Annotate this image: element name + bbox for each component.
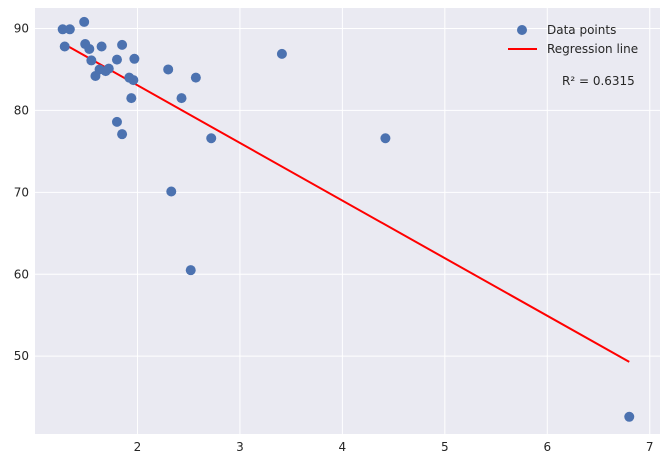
data-point — [79, 16, 90, 27]
y-tick-label: 50 — [14, 349, 29, 363]
data-point — [380, 133, 391, 144]
data-point — [86, 55, 97, 66]
x-tick-label: 7 — [646, 440, 654, 454]
x-tick-label: 3 — [236, 440, 244, 454]
data-point — [117, 129, 128, 140]
data-point — [126, 93, 137, 104]
data-point — [190, 72, 201, 83]
x-tick-label: 4 — [339, 440, 347, 454]
data-point — [128, 75, 139, 86]
regression-line — [62, 42, 630, 363]
data-point — [59, 41, 70, 52]
data-point — [276, 48, 287, 59]
y-tick-label: 90 — [14, 21, 29, 35]
axis-tick-labels: 2 3 4 5 6 7 50 60 70 80 90 — [14, 21, 654, 454]
data-point — [111, 54, 122, 65]
data-point — [166, 186, 177, 197]
data-point — [185, 265, 196, 276]
data-point — [111, 116, 122, 127]
data-point — [624, 411, 635, 422]
x-tick-label: 5 — [441, 440, 449, 454]
legend: Data points Regression line — [508, 23, 638, 56]
legend-label-data-points: Data points — [547, 23, 616, 37]
data-point — [64, 24, 75, 35]
plot-area — [35, 8, 660, 434]
data-point — [206, 133, 217, 144]
x-tick-label: 6 — [543, 440, 551, 454]
data-series — [57, 16, 635, 422]
y-tick-label: 60 — [14, 267, 29, 281]
data-point — [163, 64, 174, 75]
data-point — [117, 39, 128, 50]
legend-label-regression-line: Regression line — [547, 42, 638, 56]
data-point — [103, 63, 114, 74]
y-tick-label: 80 — [14, 103, 29, 117]
y-tick-label: 70 — [14, 185, 29, 199]
data-point — [129, 53, 140, 64]
data-point — [176, 93, 187, 104]
data-point — [96, 41, 107, 52]
data-point — [57, 24, 68, 35]
grid-lines — [35, 8, 660, 434]
legend-scatter-marker — [517, 25, 527, 35]
r-squared-annotation: R² = 0.6315 — [562, 74, 635, 88]
x-tick-label: 2 — [134, 440, 142, 454]
data-point — [84, 43, 95, 54]
